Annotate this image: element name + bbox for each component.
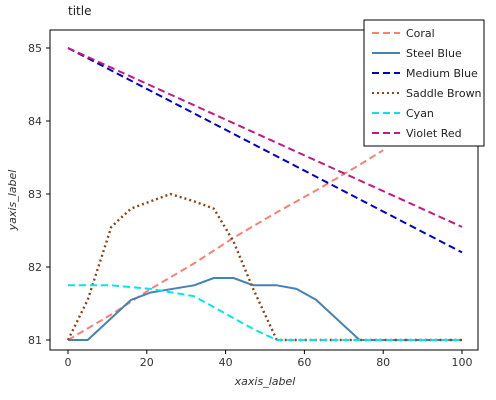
x-tick-label: 20 [140,356,154,369]
series-coral-line [67,149,384,341]
legend-box [363,19,485,147]
plot-frame [49,29,479,351]
legend-label-cyan: Cyan [406,107,434,120]
y-tick-label: 81 [28,334,42,347]
chart-title: title [68,4,91,18]
y-tick-label: 85 [28,42,42,55]
y-tick-label: 83 [28,188,42,201]
legend-label-steel-blue: Steel Blue [406,47,462,60]
x-tick-label: 0 [65,356,72,369]
y-tick-label: 82 [28,261,42,274]
y-tick-label: 84 [28,115,42,128]
legend: Coral Steel Blue Medium Blue Saddle Brown Cy… [363,19,485,147]
y-axis-label: yaxis_label [6,170,19,232]
series-medium-blue-line [67,47,463,254]
series-steel-blue-line [68,277,462,341]
legend-label-saddle-brown: Saddle Brown [406,87,482,100]
legend-label-coral: Coral [406,27,435,40]
axes: 0 20 40 60 80 100 81 82 83 84 85 [28,29,479,369]
series-cyan-line [68,284,462,341]
x-axis-label: xaxis_label [234,375,296,388]
legend-label-violet-red: Violet Red [406,127,462,140]
x-tick-label: 40 [219,356,233,369]
x-tick-label: 80 [376,356,390,369]
legend-label-medium-blue: Medium Blue [406,67,478,80]
series-saddle-brown-line [66,192,462,342]
x-tick-label: 100 [452,356,473,369]
x-tick-label: 60 [297,356,311,369]
plot-area [66,47,463,342]
series-violet-red-line [67,47,463,228]
